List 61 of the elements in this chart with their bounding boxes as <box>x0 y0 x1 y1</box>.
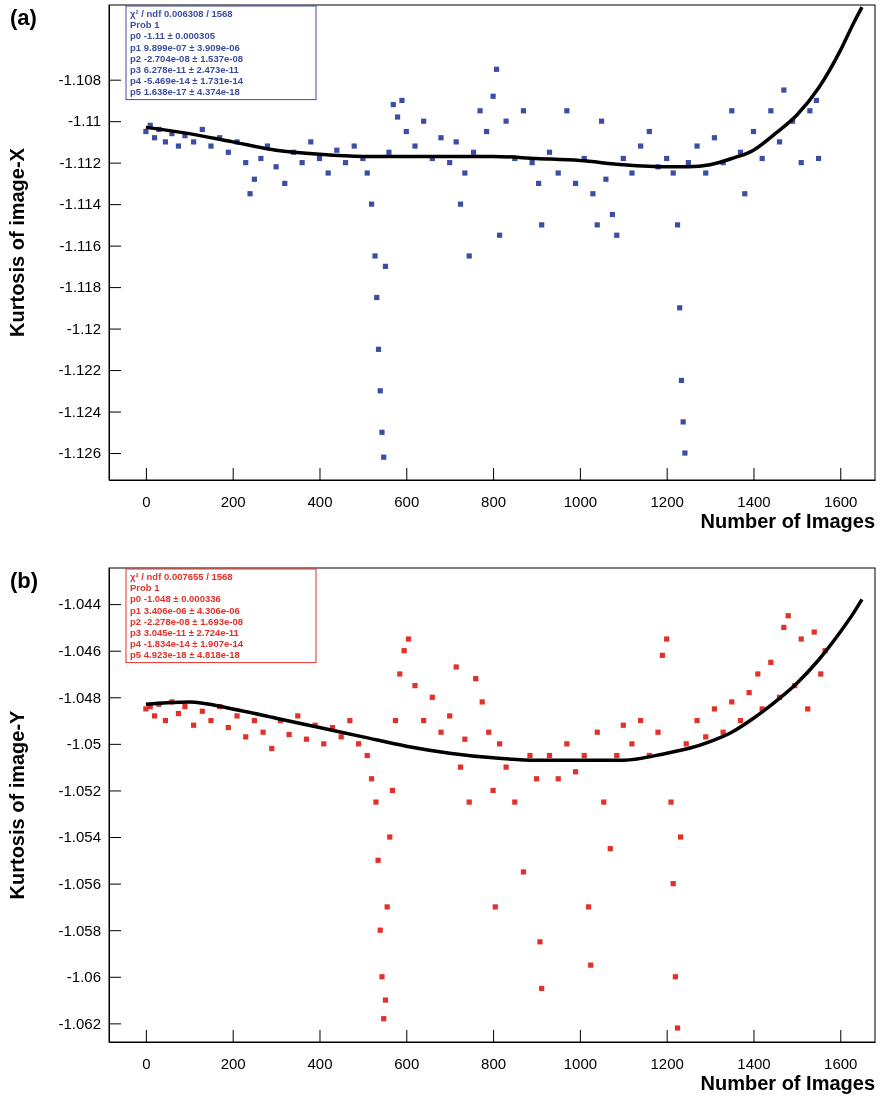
y-tick-label: -1.058 <box>58 921 101 939</box>
x-tick-label: 200 <box>220 1054 246 1072</box>
x-tick-label: 1400 <box>737 1054 771 1072</box>
annotation: p2 -2.704e-08 ± 1.537e-08 <box>130 52 243 64</box>
y-tick-label: -1.116 <box>59 236 101 254</box>
y-tick-label: -1.044 <box>58 595 101 613</box>
x-tick-label: 1000 <box>563 1054 598 1072</box>
x-tick-label: 400 <box>307 1054 333 1072</box>
x-tick-label: 1000 <box>563 492 598 510</box>
y-tick-label: -1.05 <box>66 735 101 753</box>
annotation: p0 -1.048 ± 0.000336 <box>130 593 221 605</box>
x-tick-label: 0 <box>142 492 151 510</box>
x-axis-title: Number of Images <box>700 510 875 532</box>
x-tick-label: 800 <box>481 492 507 510</box>
x-tick-label: 200 <box>220 492 246 510</box>
annotation: p0 -1.11 ± 0.000305 <box>130 30 216 42</box>
annotation: χ² / ndf 0.007655 / 1568 <box>130 571 233 582</box>
x-tick-label: 600 <box>394 492 420 510</box>
y-tick-label: -1.056 <box>58 874 101 892</box>
annotation: p2 -2.278e-08 ± 1.693e-08 <box>130 615 243 627</box>
annotation: p1 9.899e-07 ± 3.909e-06 <box>130 41 240 53</box>
annotation: Prob 1 <box>130 582 161 594</box>
chart-title: (b) <box>10 568 39 593</box>
line-series <box>144 597 864 762</box>
chart-title: (a) <box>10 5 37 30</box>
annotation: p3 6.278e-11 ± 2.473e-11 <box>130 64 240 75</box>
x-tick-label: 1200 <box>650 492 684 510</box>
y-tick-label: -1.124 <box>58 402 101 420</box>
y-tick-label: -1.046 <box>58 641 101 659</box>
x-tick-label: 1600 <box>824 492 858 510</box>
annotation: p4 -1.834e-14 ± 1.907e-14 <box>130 638 244 650</box>
x-tick-label: 0 <box>142 1054 151 1072</box>
x-tick-label: 600 <box>394 1054 420 1072</box>
y-tick-label: -1.12 <box>66 319 101 337</box>
y-tick-label: -1.112 <box>59 153 101 171</box>
x-axis-title: Number of Images <box>700 1072 875 1094</box>
y-tick-label: -1.06 <box>66 968 101 986</box>
annotation: χ² / ndf 0.006308 / 1568 <box>130 8 233 19</box>
annotation: p5 4.923e-18 ± 4.818e-18 <box>130 649 240 661</box>
annotation: p4 -5.469e-14 ± 1.731e-14 <box>130 75 244 87</box>
x-tick-label: 400 <box>307 492 333 510</box>
y-tick-label: -1.114 <box>59 195 101 213</box>
y-tick-label: -1.048 <box>58 688 101 706</box>
y-tick-label: -1.108 <box>58 70 101 88</box>
annotation: p5 1.638e-17 ± 4.374e-18 <box>130 86 240 98</box>
x-tick-label: 1400 <box>737 492 771 510</box>
x-tick-label: 800 <box>481 1054 507 1072</box>
x-tick-label: 1200 <box>650 1054 684 1072</box>
x-tick-label: 1600 <box>824 1054 858 1072</box>
annotation: p3 3.045e-11 ± 2.724e-11 <box>130 627 240 638</box>
annotation: p1 3.406e-06 ± 4.306e-06 <box>130 604 240 616</box>
y-axis-title: Kurtosis of image-Y <box>6 709 28 900</box>
y-tick-label: -1.062 <box>58 1014 101 1032</box>
annotation: Prob 1 <box>130 19 161 31</box>
y-tick-label: -1.054 <box>58 828 101 846</box>
y-axis-title: Kurtosis of image-X <box>6 147 28 337</box>
y-tick-label: -1.118 <box>59 278 101 296</box>
y-tick-label: -1.11 <box>67 112 101 130</box>
y-tick-label: -1.126 <box>58 444 101 462</box>
y-tick-label: -1.052 <box>58 781 101 799</box>
y-tick-label: -1.122 <box>58 361 101 379</box>
